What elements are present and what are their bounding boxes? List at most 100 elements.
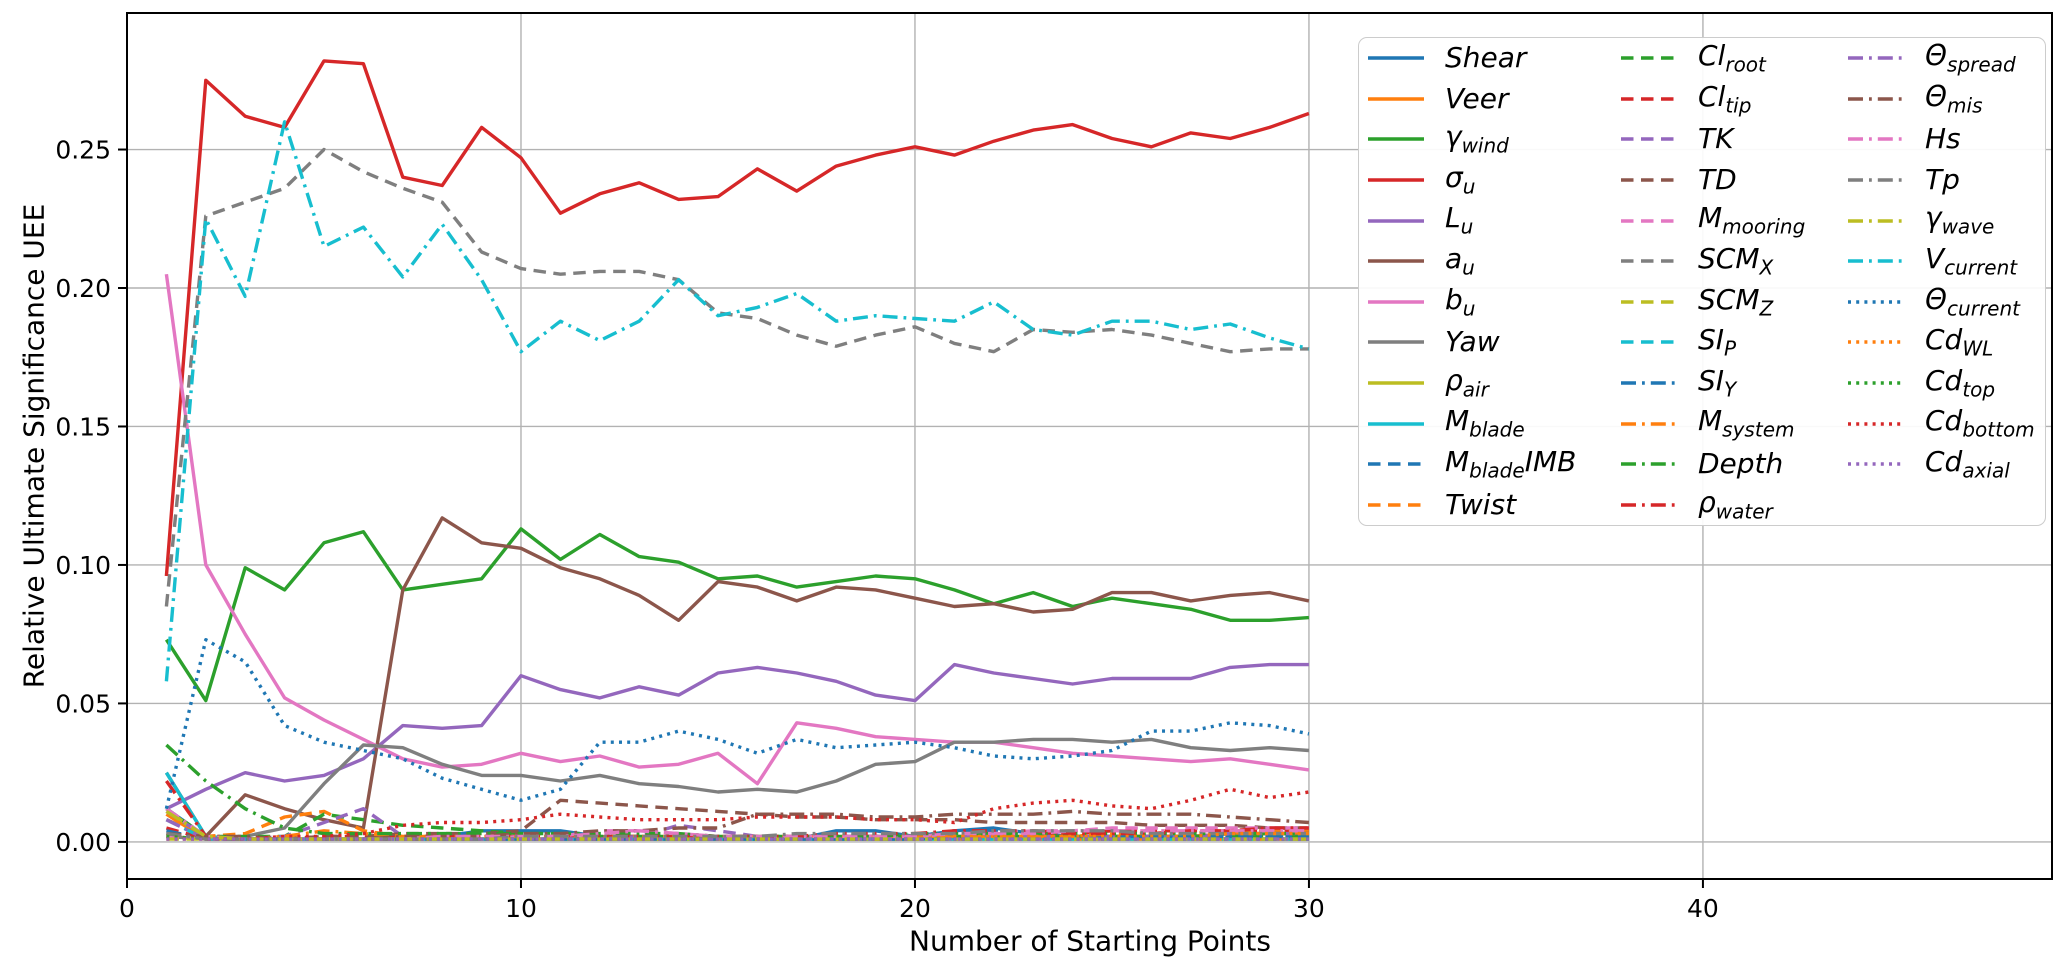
legend-item-td: TD: [1621, 160, 1845, 201]
legend-swatch-si-p: [1621, 340, 1677, 345]
legend-label-td: TD: [1698, 163, 1737, 197]
legend-item-cd-axial: Cdaxial: [1848, 444, 2044, 485]
legend-label-theta-current: Θcurrent: [1925, 282, 2020, 321]
x-tick-label: 10: [505, 894, 537, 923]
legend-item-tp: Tp: [1848, 160, 2044, 201]
legend-swatch-scm-x: [1621, 259, 1677, 263]
legend-swatch-m-blade: [1368, 421, 1424, 426]
legend-swatch-depth: [1621, 462, 1677, 466]
legend-column-2: Clroot Cltip TK TD Mmooring SCMX SCMZ SIP SIY Msy…: [1621, 38, 1845, 525]
legend-label-v-current: Vcurrent: [1925, 241, 2018, 280]
legend-swatch-tk: [1621, 137, 1677, 142]
legend-item-veer: Veer: [1368, 79, 1618, 120]
legend-label-gamma-wind: γwind: [1445, 120, 1509, 158]
legend-label-tp: Tp: [1925, 163, 1960, 197]
legend-item-m-system: Msystem: [1621, 403, 1845, 444]
legend-label-theta-mis: Θmis: [1925, 79, 1983, 118]
legend-swatch-td: [1621, 178, 1677, 182]
legend-label-yaw: Yaw: [1445, 325, 1500, 359]
legend-item-hs: Hs: [1848, 119, 2044, 160]
legend-label-l-u: Lu: [1445, 201, 1474, 239]
legend-swatch-v-current: [1848, 259, 1904, 263]
legend-item-gamma-wind: γwind: [1368, 119, 1618, 160]
legend-swatch-gamma-wave: [1848, 218, 1904, 223]
legend-item-scm-z: SCMZ: [1621, 282, 1845, 323]
legend-item-a-u: au: [1368, 241, 1618, 282]
series-lines: [164, 59, 1310, 841]
series-line-sigma-u: [164, 59, 1310, 577]
legend-item-v-current: Vcurrent: [1848, 241, 2044, 282]
y-tick-label: 0.00: [55, 828, 111, 857]
legend-label-scm-x: SCMX: [1698, 241, 1774, 280]
legend-column-3: Θspread Θmis Hs Tp γwave Vcurrent Θcurrent CdWL…: [1848, 38, 2044, 525]
x-axis-label: Number of Starting Points: [909, 924, 1271, 958]
x-tick-label: 0: [119, 894, 135, 923]
legend-label-m-mooring: Mmooring: [1698, 201, 1806, 239]
legend-swatch-si-y: [1621, 381, 1677, 385]
legend-label-hs: Hs: [1925, 122, 1961, 156]
x-tick-label: 40: [1687, 894, 1719, 923]
legend-label-rho-air: ρair: [1445, 363, 1489, 402]
legend-label-scm-z: SCMZ: [1698, 282, 1774, 321]
legend-label-si-y: SIY: [1698, 363, 1737, 402]
legend-swatch-b-u: [1368, 300, 1424, 304]
series-line-tk: [165, 807, 1309, 841]
legend-label-cd-bottom: Cdbottom: [1925, 404, 2035, 442]
legend-swatch-tp: [1848, 178, 1904, 182]
legend-item-tk: TK: [1621, 119, 1845, 160]
legend-swatch-m-mooring: [1621, 218, 1677, 223]
legend-item-depth: Depth: [1621, 444, 1845, 485]
legend-item-cl-tip: Cltip: [1621, 79, 1845, 120]
series-line-l-u: [165, 662, 1309, 811]
legend-label-gamma-wave: γwave: [1925, 201, 1995, 239]
plot-frame: [126, 12, 2053, 880]
legend-swatch-a-u: [1368, 259, 1424, 263]
legend-swatch-theta-current: [1848, 300, 1904, 304]
legend-item-theta-spread: Θspread: [1848, 38, 2044, 79]
legend-label-depth: Depth: [1698, 447, 1784, 481]
legend-swatch-twist: [1368, 503, 1424, 507]
y-tick-label: 0.05: [55, 689, 111, 718]
legend-label-m-blade: Mblade: [1445, 404, 1525, 442]
series-line-cd-bottom: [166, 787, 1310, 841]
legend-swatch-cl-root: [1621, 56, 1677, 60]
x-tick-label: 30: [1293, 894, 1325, 923]
legend-item-cl-root: Clroot: [1621, 38, 1845, 79]
legend-item-l-u: Lu: [1368, 200, 1618, 241]
legend-item-rho-air: ρair: [1368, 363, 1618, 404]
series-line-yaw: [166, 737, 1310, 841]
legend-column-1: Shear Veer γwind σu Lu au bu Yaw ρair Mblade Mblad…: [1368, 38, 1618, 525]
legend-item-m-blade: Mblade: [1368, 403, 1618, 444]
legend-item-shear: Shear: [1368, 38, 1618, 79]
legend-item-theta-mis: Θmis: [1848, 79, 2044, 120]
legend-label-sigma-u: σu: [1445, 160, 1476, 199]
legend-item-cd-top: Cdtop: [1848, 363, 2044, 404]
legend-swatch-gamma-wind: [1368, 137, 1424, 142]
legend-label-cd-top: Cdtop: [1925, 363, 1996, 402]
legend-swatch-yaw: [1368, 340, 1424, 345]
legend-item-m-blade-imb: MbladeIMB: [1368, 444, 1618, 485]
legend-item-cd-bottom: Cdbottom: [1848, 403, 2044, 444]
legend-item-si-y: SIY: [1621, 363, 1845, 404]
legend-item-twist: Twist: [1368, 485, 1618, 526]
y-tick-label: 0.25: [55, 136, 111, 165]
legend-swatch-theta-mis: [1848, 97, 1904, 101]
legend-label-rho-water: ρwater: [1698, 485, 1773, 524]
legend-label-b-u: bu: [1445, 282, 1476, 321]
legend-label-cd-axial: Cdaxial: [1925, 444, 2010, 483]
y-tick-label: 0.10: [55, 551, 111, 580]
y-axis-label: Relative Ultimate Significance UEE: [17, 203, 51, 689]
legend-swatch-l-u: [1368, 218, 1424, 223]
axis-ticks: 0 10 20 30 40 0.00 0.05 0.10 0.15 0.20 0.25: [55, 136, 1719, 923]
legend-label-shear: Shear: [1445, 41, 1527, 75]
legend-swatch-shear: [1368, 56, 1424, 60]
legend-label-m-system: Msystem: [1698, 404, 1795, 442]
legend-swatch-rho-air: [1368, 381, 1424, 385]
legend-swatch-sigma-u: [1368, 178, 1424, 182]
legend-label-theta-spread: Θspread: [1925, 39, 2016, 77]
series-line-theta-current: [164, 638, 1310, 810]
y-tick-label: 0.15: [55, 412, 111, 441]
legend-swatch-m-blade-imb: [1368, 462, 1424, 466]
series-line-td: [166, 798, 1309, 841]
